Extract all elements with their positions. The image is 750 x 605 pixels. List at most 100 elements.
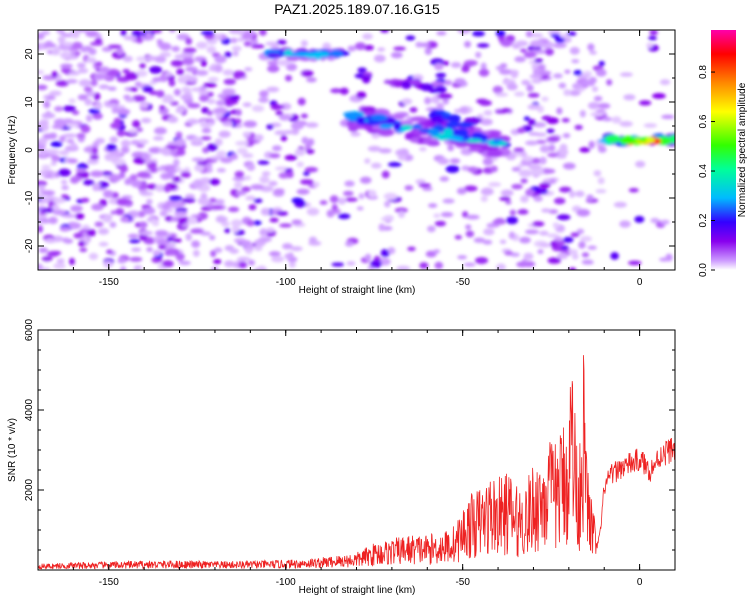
colorbar-ticks: 0.0 0.2 0.4 0.6 0.8 xyxy=(698,65,715,277)
heatmap-cell xyxy=(576,228,585,235)
heatmap-cell xyxy=(514,56,526,63)
heatmap-cell xyxy=(533,195,543,202)
heatmap-cell xyxy=(56,30,64,35)
heatmap-cell xyxy=(541,115,552,121)
heatmap-cell xyxy=(561,118,570,123)
heatmap-cell xyxy=(248,259,256,266)
colorbar-tick-label: 0.2 xyxy=(698,213,709,227)
heatmap-cell xyxy=(170,233,177,239)
heatmap-cell xyxy=(597,102,611,109)
heatmap-cell xyxy=(163,164,177,170)
heatmap-cell xyxy=(268,251,281,257)
heatmap-cell xyxy=(496,263,506,270)
heatmap-band-cell xyxy=(266,53,281,58)
heatmap-cell xyxy=(174,138,186,147)
heatmap-cell xyxy=(156,42,171,48)
heatmap-cell xyxy=(370,260,382,268)
heatmap-cell xyxy=(465,214,480,220)
heatmap-cell xyxy=(442,198,455,204)
heatmap-cell xyxy=(235,140,249,146)
heatmap-cell xyxy=(574,124,583,130)
heatmap-cell xyxy=(380,30,389,33)
heatmap-cell xyxy=(573,69,583,76)
heatmap-cell xyxy=(124,72,139,81)
heatmap-cell xyxy=(200,30,215,36)
heatmap-cell xyxy=(370,162,382,169)
heatmap-cell xyxy=(215,215,227,223)
heatmap-cell xyxy=(215,99,227,106)
heatmap-cell xyxy=(78,240,85,247)
heatmap-cell xyxy=(433,213,441,219)
heatmap-cell xyxy=(384,200,391,208)
heatmap-cell xyxy=(463,262,476,267)
heatmap-cell xyxy=(206,98,216,105)
heatmap-cell xyxy=(418,183,432,188)
heatmap-cell xyxy=(483,228,495,236)
heatmap-cell xyxy=(523,252,534,261)
heatmap-cell xyxy=(70,205,83,212)
heatmap-cell xyxy=(109,136,118,143)
heatmap-cell xyxy=(219,116,229,123)
heatmap-cell xyxy=(398,210,405,219)
heatmap-band-cell xyxy=(365,120,381,126)
heatmap-band-cell xyxy=(429,128,439,136)
heatmap-cell xyxy=(156,39,163,44)
heatmap-cell xyxy=(439,176,450,182)
heatmap-cell xyxy=(78,79,92,87)
heatmap-cell xyxy=(564,69,571,74)
heatmap-cell xyxy=(41,256,53,262)
heatmap-cell xyxy=(266,124,274,130)
heatmap-cell xyxy=(579,147,591,153)
heatmap-cell xyxy=(71,110,80,115)
heatmap-cell xyxy=(38,225,44,233)
heatmap-cell xyxy=(107,86,117,91)
heatmap-cell xyxy=(634,215,645,223)
heatmap-cell xyxy=(296,161,304,168)
heatmap-cell xyxy=(296,188,310,195)
heatmap-cell xyxy=(156,239,170,246)
heatmap-cell xyxy=(529,74,543,79)
heatmap-cell xyxy=(152,136,164,141)
heatmap-cell xyxy=(231,225,240,233)
heatmap-cell xyxy=(146,198,153,205)
heatmap-cell xyxy=(387,162,402,167)
heatmap-cell xyxy=(132,119,141,128)
heatmap-cell xyxy=(41,164,51,171)
heatmap-cell xyxy=(590,112,604,117)
heatmap-cell xyxy=(467,166,479,173)
x-tick-label: -150 xyxy=(99,577,119,588)
x-tick-label: 0 xyxy=(637,277,643,288)
heatmap-cell xyxy=(471,30,485,37)
heatmap-cell xyxy=(506,83,518,91)
heatmap-cell xyxy=(424,96,432,105)
heatmap-cell xyxy=(404,185,414,191)
heatmap-cell xyxy=(58,150,70,156)
heatmap-cell xyxy=(234,170,245,178)
heatmap-cell xyxy=(224,227,231,234)
heatmap-cell xyxy=(396,265,411,270)
heatmap-cell xyxy=(41,217,49,222)
heatmap-cell xyxy=(597,177,605,185)
heatmap-cell xyxy=(105,143,117,152)
heatmap-cell xyxy=(95,33,102,39)
heatmap-cell xyxy=(175,253,185,261)
heatmap-cell xyxy=(254,134,264,141)
heatmap-cell xyxy=(511,167,521,172)
heatmap-cell xyxy=(454,78,466,85)
heatmap-cell xyxy=(161,203,171,211)
heatmap-cell xyxy=(154,56,167,63)
heatmap-band-cell xyxy=(357,67,367,73)
snr-panel: -150 -100 -50 0 2000 4000 6000 Height of strai… xyxy=(7,318,676,596)
heatmap-cell xyxy=(463,185,478,192)
heatmap-band-cell xyxy=(407,80,422,85)
heatmap-cell xyxy=(203,82,217,88)
heatmap-cell xyxy=(259,228,268,237)
heatmap-cell xyxy=(65,78,78,84)
heatmap-cell xyxy=(514,91,525,97)
heatmap-cell xyxy=(59,135,66,143)
snr-series-line xyxy=(38,355,675,570)
heatmap-cell xyxy=(337,213,351,220)
heatmap-cell xyxy=(178,260,191,266)
heatmap-cell xyxy=(558,82,567,89)
heatmap-cell xyxy=(192,249,200,257)
